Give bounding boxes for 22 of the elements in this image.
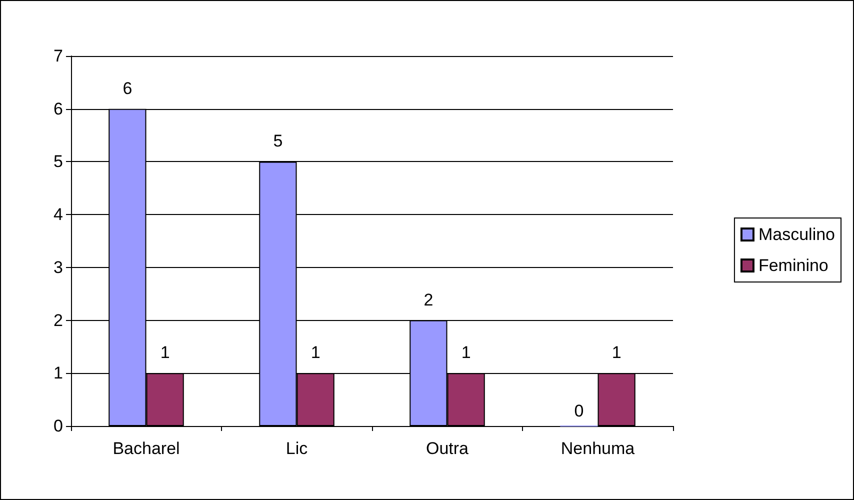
data-label: 6 [122,78,132,98]
y-tick-label: 3 [54,258,63,277]
y-tick-label: 7 [54,46,63,66]
data-label: 1 [160,343,170,362]
y-tick-label: 4 [54,205,63,224]
data-label: 1 [310,343,320,362]
data-label: 0 [574,402,584,420]
data-label: 1 [461,343,471,362]
x-tick-label: Nenhuma [560,439,636,458]
data-label: 2 [424,290,434,310]
legend-label: Masculino [758,225,836,244]
y-tick-label: 6 [54,99,63,118]
y-tick-label: 1 [54,364,63,383]
data-label: 1 [612,343,622,362]
y-tick-label: 0 [54,416,63,436]
x-tick-label: Lic [286,439,308,458]
data-label: 5 [273,132,283,151]
x-tick-label: Outra [426,439,470,458]
x-tick-label: Bacharel [112,439,180,458]
y-tick-label: 5 [54,152,63,172]
y-tick-label: 2 [54,310,63,330]
legend-label: Feminino [758,256,828,275]
